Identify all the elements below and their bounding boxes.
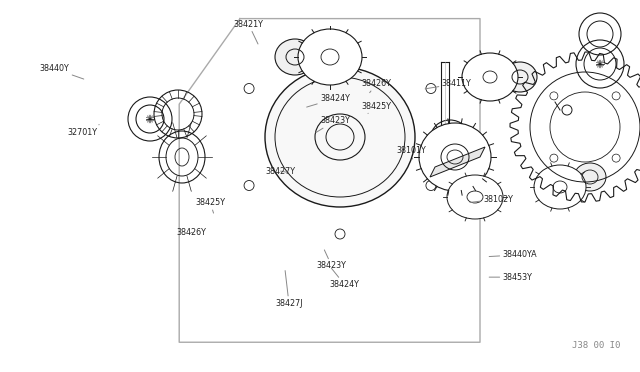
Ellipse shape	[447, 175, 503, 219]
Text: 38421Y: 38421Y	[234, 20, 264, 44]
Ellipse shape	[462, 53, 518, 101]
Circle shape	[562, 105, 572, 115]
Text: 38424Y: 38424Y	[330, 268, 360, 289]
Text: 38423Y: 38423Y	[316, 116, 350, 132]
Ellipse shape	[431, 120, 469, 154]
Ellipse shape	[275, 39, 315, 75]
Ellipse shape	[419, 123, 491, 191]
Ellipse shape	[534, 165, 586, 209]
Text: 38427Y: 38427Y	[266, 167, 296, 176]
Text: 38425Y: 38425Y	[195, 198, 225, 213]
Text: 38440Y: 38440Y	[40, 64, 84, 79]
Text: 38440YA: 38440YA	[489, 250, 537, 259]
Ellipse shape	[265, 67, 415, 207]
Text: 38101Y: 38101Y	[397, 146, 426, 159]
Text: 38102Y: 38102Y	[470, 195, 513, 203]
Text: 38426Y: 38426Y	[362, 79, 392, 93]
Text: J38 00 I0: J38 00 I0	[572, 341, 621, 350]
Ellipse shape	[574, 163, 606, 191]
Text: 38423Y: 38423Y	[317, 250, 347, 270]
Ellipse shape	[298, 29, 362, 85]
Polygon shape	[430, 147, 485, 177]
Text: 38425Y: 38425Y	[362, 102, 392, 113]
Text: 38427J: 38427J	[275, 270, 303, 308]
Text: 38426Y: 38426Y	[176, 228, 206, 237]
Text: 38411Y: 38411Y	[425, 79, 471, 89]
Text: 38453Y: 38453Y	[489, 273, 532, 282]
Text: 32701Y: 32701Y	[67, 125, 99, 137]
Ellipse shape	[503, 62, 537, 92]
Text: 38424Y: 38424Y	[307, 94, 350, 107]
